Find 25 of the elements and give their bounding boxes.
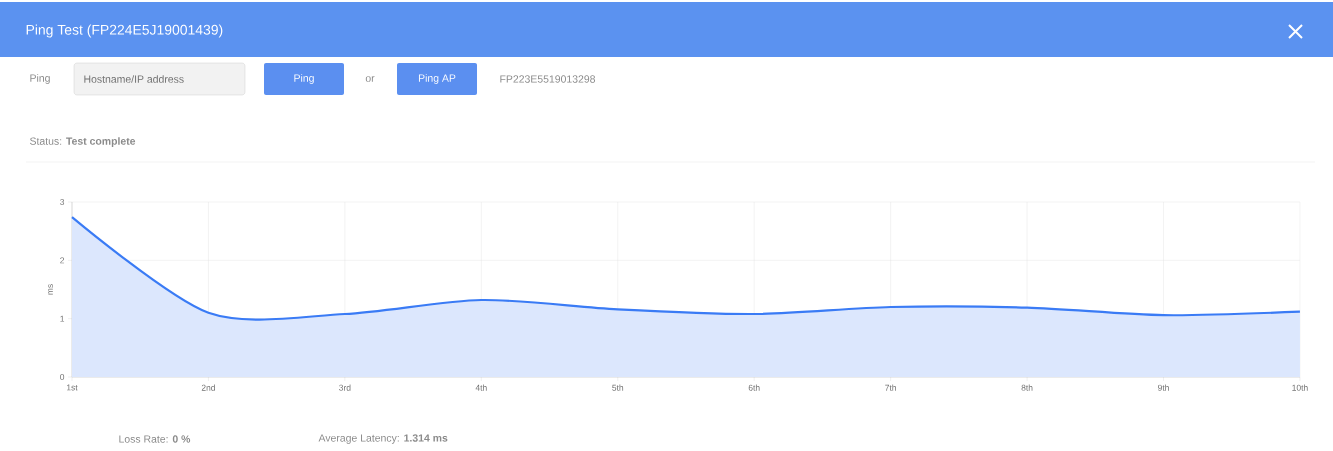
chart-title: Ping Test (FP224E5J19001439) (26, 24, 223, 38)
x-tick-label: 5th (612, 384, 624, 391)
x-tick-label: 3rd (339, 384, 351, 391)
text: or (365, 76, 375, 82)
text: Ping AP (418, 74, 456, 84)
x-tick-label: 4th (475, 384, 487, 391)
y-axis-title: ms (48, 284, 53, 295)
text: Ping (30, 74, 50, 84)
y-tick-label: 3 (60, 199, 65, 205)
x-tick-label: 8th (1021, 384, 1033, 391)
text: Average Latency: 1.314 ms (318, 434, 448, 444)
x-tick-label: 9th (1158, 384, 1169, 391)
text: Ping (294, 74, 314, 84)
text: Hostname/IP address (84, 75, 184, 83)
x-tick-label: 10th (1292, 384, 1308, 391)
text: FP223E5519013298 (500, 75, 596, 83)
x-tick-label: 7th (885, 384, 896, 391)
text: Loss Rate: 0 % (119, 435, 191, 443)
x-tick-label: 2nd (201, 384, 215, 391)
y-tick-label: 1 (60, 315, 65, 322)
text: Status: Test complete (29, 137, 136, 147)
x-tick-label: 6th (748, 384, 760, 391)
y-tick-label: 0 (60, 374, 65, 380)
x-tick-label: 1st (66, 384, 78, 391)
y-tick-label: 2 (60, 257, 65, 264)
